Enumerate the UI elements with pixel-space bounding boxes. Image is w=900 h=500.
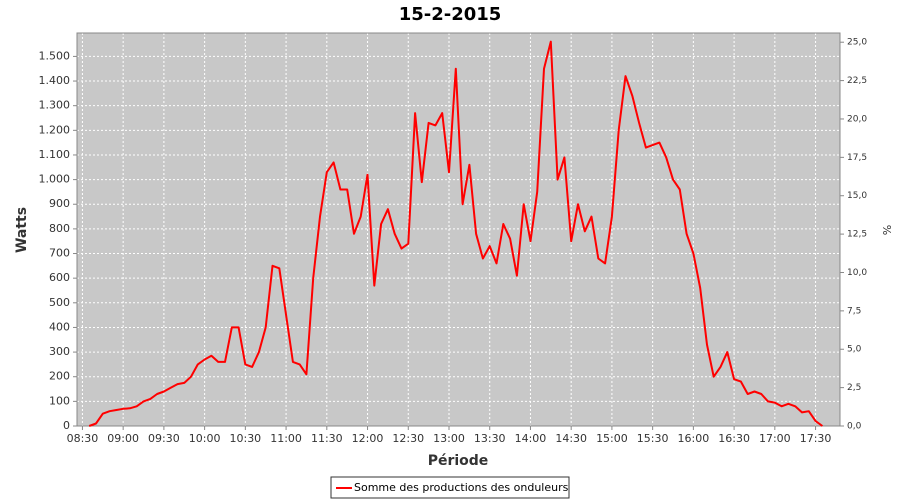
x-tick-label: 11:30 bbox=[311, 432, 343, 445]
legend-label: Somme des productions des onduleurs bbox=[354, 481, 569, 494]
chart-title: 15-2-2015 bbox=[399, 4, 502, 25]
x-tick-label: 08:30 bbox=[67, 432, 99, 445]
y-tick-label: 1.500 bbox=[39, 49, 71, 62]
y2-tick-label: 7,5 bbox=[847, 306, 861, 316]
y-tick-label: 1.200 bbox=[39, 123, 71, 136]
y2-axis-label: % bbox=[881, 225, 894, 235]
plot-area bbox=[77, 33, 840, 426]
y-tick-label: 900 bbox=[49, 197, 70, 210]
y-tick-label: 1.300 bbox=[39, 99, 71, 112]
x-tick-label: 10:00 bbox=[189, 432, 221, 445]
y-tick-label: 800 bbox=[49, 222, 70, 235]
x-tick-label: 15:00 bbox=[596, 432, 628, 445]
x-tick-label: 13:00 bbox=[433, 432, 465, 445]
x-tick-label: 11:00 bbox=[270, 432, 302, 445]
y-tick-label: 200 bbox=[49, 370, 70, 383]
y2-tick-label: 15,0 bbox=[847, 191, 867, 201]
y2-tick-label: 17,5 bbox=[847, 153, 867, 163]
x-tick-label: 15:30 bbox=[637, 432, 669, 445]
y2-tick-label: 5,0 bbox=[847, 345, 862, 355]
y2-tick-label: 20,0 bbox=[847, 114, 867, 124]
y-tick-label: 500 bbox=[49, 296, 70, 309]
y-tick-label: 1.000 bbox=[39, 173, 71, 186]
y2-tick-label: 22,5 bbox=[847, 76, 867, 86]
y2-tick-label: 25,0 bbox=[847, 38, 867, 48]
x-tick-label: 17:30 bbox=[800, 432, 832, 445]
y-tick-label: 400 bbox=[49, 320, 70, 333]
y2-tick-label: 0,0 bbox=[847, 422, 862, 432]
x-tick-label: 14:00 bbox=[515, 432, 547, 445]
y2-tick-label: 10,0 bbox=[847, 268, 867, 278]
y-tick-label: 300 bbox=[49, 345, 70, 358]
y-tick-label: 1.400 bbox=[39, 74, 71, 87]
legend bbox=[330, 476, 570, 499]
y-tick-label: 100 bbox=[49, 394, 70, 407]
x-tick-label: 12:00 bbox=[352, 432, 384, 445]
y-tick-label: 700 bbox=[49, 247, 70, 260]
x-tick-label: 09:00 bbox=[107, 432, 139, 445]
x-tick-label: 17:00 bbox=[759, 432, 791, 445]
y-tick-label: 1.100 bbox=[39, 148, 71, 161]
x-tick-label: 14:30 bbox=[555, 432, 587, 445]
x-axis-label: Période bbox=[428, 453, 489, 469]
y-axis-label: Watts bbox=[14, 207, 30, 253]
series-line bbox=[88, 40, 823, 427]
y-tick-label: 0 bbox=[63, 419, 70, 432]
x-tick-label: 09:30 bbox=[148, 432, 180, 445]
x-tick-label: 10:30 bbox=[229, 432, 261, 445]
x-tick-label: 13:30 bbox=[474, 432, 506, 445]
x-tick-label: 12:30 bbox=[392, 432, 424, 445]
y2-tick-label: 2,5 bbox=[847, 383, 861, 393]
x-tick-label: 16:30 bbox=[718, 432, 750, 445]
x-tick-label: 16:00 bbox=[678, 432, 710, 445]
plot-border bbox=[76, 32, 841, 427]
y-tick-label: 600 bbox=[49, 271, 70, 284]
y2-tick-label: 12,5 bbox=[847, 230, 867, 240]
